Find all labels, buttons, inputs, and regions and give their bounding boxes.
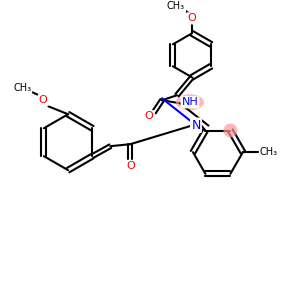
Text: O: O (188, 14, 196, 23)
Text: O: O (39, 95, 47, 105)
Text: CH₃: CH₃ (167, 2, 185, 11)
Text: O: O (145, 111, 153, 121)
Text: CH₃: CH₃ (260, 147, 278, 157)
Text: CH₃: CH₃ (13, 83, 31, 93)
Text: O: O (126, 161, 135, 171)
Text: NH: NH (182, 97, 198, 107)
Ellipse shape (176, 94, 204, 110)
Text: N: N (191, 119, 201, 132)
Ellipse shape (224, 124, 237, 138)
